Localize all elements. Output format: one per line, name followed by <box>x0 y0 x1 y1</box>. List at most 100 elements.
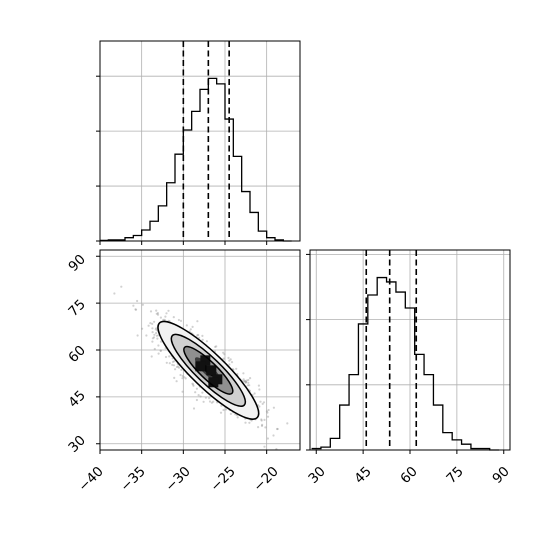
scatter-point <box>151 331 154 334</box>
scatter-point <box>260 424 264 427</box>
scatter-point <box>196 334 199 337</box>
scatter-point <box>192 407 196 410</box>
scatter-point <box>181 377 184 380</box>
scatter-point <box>134 308 137 311</box>
histogram-param2-steps <box>311 276 500 451</box>
scatter-point <box>162 318 165 321</box>
scatter-point <box>184 377 187 380</box>
scatter-point <box>222 357 225 360</box>
scatter-point <box>272 406 275 409</box>
scatter-point <box>196 320 199 323</box>
scatter-point <box>261 423 264 426</box>
scatter-point <box>171 360 175 363</box>
scatter-point <box>263 445 266 448</box>
scatter-point <box>181 374 184 378</box>
scatter-point <box>208 397 211 400</box>
scatter-point <box>179 373 182 377</box>
scatter-point <box>167 309 170 312</box>
scatter-point <box>155 327 158 330</box>
scatter-point <box>154 328 157 331</box>
scatter-point <box>229 358 232 361</box>
scatter-point <box>156 313 160 316</box>
scatter-point <box>149 322 152 325</box>
scatter-point <box>165 361 168 364</box>
scatter-point <box>159 316 162 319</box>
scatter-point <box>155 334 158 337</box>
scatter-point <box>172 364 176 367</box>
scatter-point <box>276 427 279 431</box>
scatter-point <box>120 285 123 288</box>
scatter-point <box>151 340 154 343</box>
scatter-point <box>195 398 198 402</box>
scatter-point <box>258 388 261 391</box>
scatter-point <box>227 356 230 359</box>
scatter-point <box>159 340 163 343</box>
scatter-point <box>202 400 205 403</box>
scatter-point <box>242 372 245 375</box>
scatter-point <box>141 303 144 306</box>
scatter-point <box>175 365 178 369</box>
scatter-point <box>141 327 144 330</box>
scatter-point <box>245 381 248 384</box>
scatter-point <box>197 394 200 397</box>
scatter-point <box>177 366 181 369</box>
scatter-point <box>164 355 168 359</box>
scatter-point <box>214 345 217 348</box>
histogram-param2-frame <box>309 249 511 451</box>
scatter-point <box>264 426 267 429</box>
scatter-point <box>286 422 289 425</box>
scatter-point <box>132 304 135 307</box>
scatter-point <box>266 411 269 414</box>
scatter-point <box>242 378 245 381</box>
scatter-point <box>192 384 195 387</box>
scatter-point <box>201 391 204 394</box>
scatter-point <box>134 308 138 311</box>
contour-line <box>157 320 260 420</box>
scatter-point <box>136 334 139 337</box>
density-peak-cell <box>195 361 206 372</box>
scatter-point <box>159 349 162 352</box>
density-peak-cell <box>206 365 217 376</box>
scatter-point <box>222 351 225 354</box>
scatter-point <box>259 400 262 403</box>
scatter-point <box>261 402 264 405</box>
x-tick-label: −35 <box>117 464 148 495</box>
scatter-point <box>183 376 186 379</box>
scatter-point <box>257 426 260 429</box>
scatter-point <box>208 400 212 403</box>
scatter-point <box>266 437 269 440</box>
scatter-point <box>246 384 249 387</box>
scatter-point <box>201 338 204 341</box>
y-tick-label: 45 <box>65 387 88 410</box>
scatter-point <box>189 328 192 331</box>
x-tick-label: −20 <box>250 464 281 495</box>
scatter-point <box>151 337 154 340</box>
histogram-param1-tickmarks <box>96 75 268 245</box>
scatter-point <box>175 380 178 383</box>
scatter-point <box>260 419 263 422</box>
histogram-param1-steps <box>100 77 292 242</box>
scatter-point <box>243 379 246 383</box>
density-peak-cell <box>200 355 211 366</box>
scatter-point <box>153 333 156 336</box>
histogram-panel-param1 <box>96 40 301 245</box>
y-tick-label: 30 <box>65 432 88 455</box>
y-tick-label: 90 <box>65 251 88 274</box>
scatter-point <box>191 325 194 328</box>
scatter-point <box>180 368 183 371</box>
x-tick-label: 60 <box>397 464 420 487</box>
scatter-point <box>215 345 218 348</box>
scatter-point <box>229 412 232 415</box>
scatter-point <box>151 327 154 330</box>
scatter-point <box>244 380 247 383</box>
density-contours <box>157 320 260 420</box>
scatter-point <box>235 367 238 370</box>
scatter-point <box>199 395 202 398</box>
scatter-y-tick-labels: 30 45 60 75 90 <box>65 251 88 455</box>
scatter-point <box>228 363 231 366</box>
scatter-point <box>263 418 266 421</box>
scatter-point <box>204 396 207 399</box>
scatter-point <box>153 320 156 323</box>
scatter-x-tick-labels: −40 −35 −30 −25 −20 <box>75 464 281 495</box>
